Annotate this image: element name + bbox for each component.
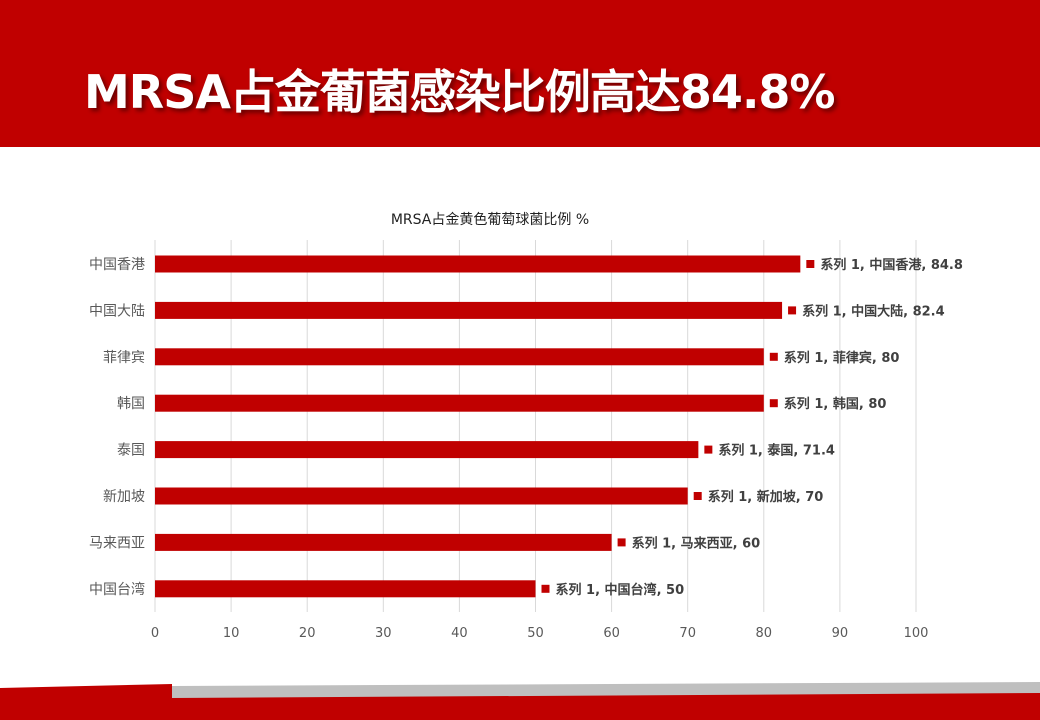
data-label: 系列 1, 菲律宾, 80 [784, 350, 900, 366]
data-label-series: 系列 1 [708, 489, 748, 505]
x-tick-label: 90 [832, 626, 849, 641]
title-banner [0, 0, 1040, 147]
data-label-marker [704, 445, 713, 454]
data-label-marker [769, 352, 778, 361]
data-label-category: 中国大陆 [851, 303, 903, 319]
data-label-marker [788, 306, 797, 315]
data-label: 系列 1, 泰国, 71.4 [718, 443, 835, 459]
x-tick-label: 20 [299, 626, 316, 641]
data-label-series: 系列 1 [556, 582, 596, 598]
data-label-category: 新加坡 [757, 489, 797, 505]
data-label-marker [617, 538, 626, 547]
bars [155, 255, 801, 598]
data-labels: 系列 1, 中国香港, 84.8 系列 1, 中国大陆, 82.4 系列 1, 菲律… [541, 257, 963, 598]
x-tick-label: 0 [151, 626, 159, 641]
x-tick-label: 70 [679, 626, 696, 641]
data-label-marker [541, 584, 550, 593]
y-tick-label: 中国大陆 [89, 303, 145, 319]
data-label-category: 泰国 [766, 443, 793, 459]
x-tick-label: 60 [603, 626, 620, 641]
data-label-marker [693, 492, 702, 500]
bar-2 [155, 348, 764, 366]
x-tick-label: 40 [451, 626, 468, 641]
data-label-value: 60 [742, 536, 760, 551]
y-tick-label: 新加坡 [103, 489, 145, 505]
x-tick-label: 10 [223, 626, 240, 641]
bar-4 [155, 441, 699, 459]
data-label-value: 50 [666, 583, 684, 598]
data-label: 系列 1, 韩国, 80 [784, 396, 887, 412]
y-tick-label: 中国台湾 [89, 581, 145, 598]
data-label-category: 中国香港 [869, 257, 922, 273]
data-label-series: 系列 1 [784, 396, 824, 412]
bar-0 [155, 255, 801, 273]
data-label: 系列 1, 中国香港, 84.8 [820, 257, 963, 273]
data-label-value: 71.4 [803, 444, 835, 459]
slide-title: MRSA占金葡菌感染比例高达84.8% [84, 65, 836, 119]
x-axis-labels: 0 10 20 30 40 50 60 70 80 90 100 [151, 626, 929, 641]
data-label: 系列 1, 马来西亚, 60 [632, 535, 761, 551]
footer-band-left [0, 684, 172, 720]
bar-6 [155, 533, 612, 551]
x-tick-label: 80 [756, 626, 773, 641]
data-label: 系列 1, 中国台湾, 50 [556, 582, 685, 598]
data-label-series: 系列 1 [784, 350, 824, 366]
bar-7 [155, 580, 536, 598]
footer-band-right [172, 693, 1040, 720]
data-label-value: 84.8 [931, 258, 963, 273]
data-label-marker [769, 399, 778, 408]
x-tick-label: 100 [904, 626, 929, 641]
x-tick-label: 30 [375, 626, 392, 641]
y-tick-label: 泰国 [117, 443, 145, 459]
data-label: 系列 1, 中国大陆, 82.4 [802, 303, 945, 319]
data-label-category: 中国台湾 [605, 582, 657, 598]
bar-1 [155, 301, 783, 319]
y-tick-label: 中国香港 [89, 257, 145, 273]
data-label-value: 80 [881, 351, 899, 366]
data-label-value: 82.4 [913, 304, 945, 319]
y-tick-label: 菲律宾 [103, 350, 145, 366]
data-label-series: 系列 1 [820, 257, 860, 273]
y-tick-label: 马来西亚 [89, 535, 145, 551]
data-label-value: 70 [805, 490, 823, 505]
data-label-category: 菲律宾 [833, 350, 872, 366]
data-label-series: 系列 1 [718, 443, 758, 459]
chart-title: MRSA占金黄色葡萄球菌比例 % [391, 211, 589, 228]
data-label-category: 韩国 [833, 396, 859, 412]
data-label: 系列 1, 新加坡, 70 [708, 489, 824, 505]
data-label-marker [806, 260, 815, 268]
bar-3 [155, 394, 764, 412]
y-tick-label: 韩国 [117, 396, 145, 412]
data-label-value: 80 [868, 397, 886, 412]
data-label-series: 系列 1 [632, 535, 672, 551]
data-label-series: 系列 1 [802, 303, 842, 319]
bar-5 [155, 487, 688, 505]
data-label-category: 马来西亚 [681, 535, 733, 551]
x-tick-label: 50 [527, 626, 544, 641]
